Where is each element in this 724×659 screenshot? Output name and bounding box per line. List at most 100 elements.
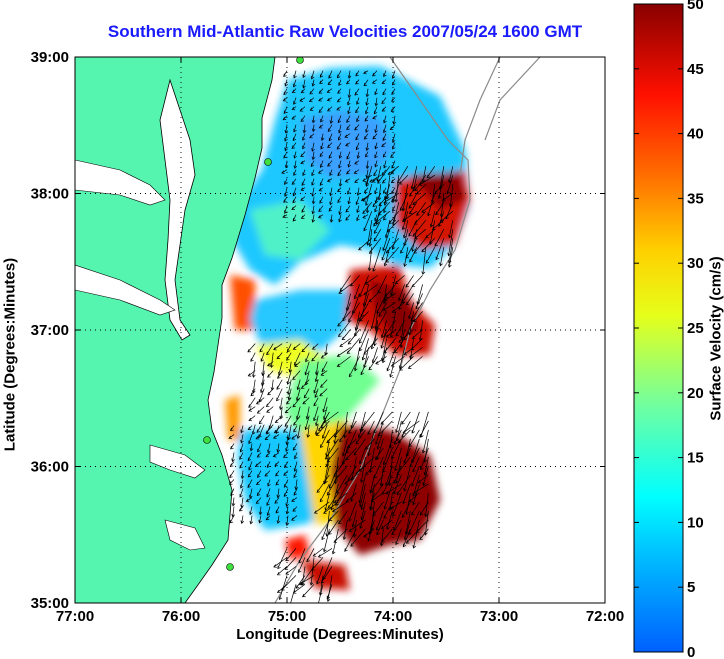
velocity-arrowhead [372, 268, 376, 272]
velocity-arrowhead [321, 368, 326, 373]
velocity-vector [365, 465, 375, 475]
velocity-arrowhead [333, 539, 338, 543]
velocity-arrowhead [320, 145, 324, 150]
velocity-vector [319, 483, 330, 502]
velocity-vector [313, 406, 319, 421]
velocity-vector [328, 465, 339, 489]
velocity-arrowhead [374, 208, 378, 213]
velocity-vector [378, 192, 391, 206]
velocity-arrowhead [275, 472, 279, 477]
velocity-arrowhead [382, 300, 387, 305]
velocity-vector [382, 447, 393, 473]
velocity-arrowhead [283, 484, 288, 488]
velocity-arrowhead [267, 483, 271, 487]
velocity-vector [342, 438, 348, 456]
y-axis-ticks: 39:00 38:00 37:00 36:00 35:00 [31, 49, 605, 612]
velocity-vector [273, 452, 280, 457]
velocity-arrowhead [365, 174, 370, 179]
velocity-arrowhead [434, 190, 438, 194]
velocity-arrowhead [320, 355, 325, 359]
velocity-arrowhead [421, 248, 425, 253]
velocity-arrowhead [319, 498, 324, 503]
velocity-vector [383, 115, 387, 123]
velocity-arrowhead [374, 190, 378, 195]
velocity-arrowhead [339, 438, 343, 442]
velocity-arrowhead [319, 384, 324, 388]
velocity-arrowhead [275, 481, 280, 486]
velocity-arrowhead [392, 198, 396, 202]
velocity-arrowhead [408, 205, 413, 209]
velocity-vector [293, 70, 297, 78]
velocity-vector [311, 70, 315, 79]
velocity-vector [301, 343, 310, 352]
velocity-vector [298, 557, 306, 573]
velocity-arrowhead [424, 513, 428, 518]
velocity-vector [293, 425, 298, 433]
velocity-vector [252, 379, 256, 394]
velocity-arrowhead [394, 349, 398, 354]
velocity-arrowhead [392, 75, 396, 79]
velocity-arrowhead [324, 352, 328, 356]
velocity-arrowhead [418, 182, 423, 186]
velocity-vector [302, 584, 315, 597]
velocity-vector [416, 201, 427, 216]
velocity-arrowhead [327, 128, 332, 132]
velocity-vector [396, 474, 411, 495]
velocity-vector [283, 479, 289, 488]
velocity-vector [355, 196, 360, 205]
velocity-arrowhead [364, 118, 369, 122]
velocity-arrowhead [403, 459, 407, 464]
velocity-vector [302, 133, 306, 141]
colorbar-tick-label: 25 [687, 320, 704, 337]
velocity-arrowhead [367, 452, 371, 457]
velocity-vector [413, 519, 420, 549]
velocity-arrowhead [415, 305, 419, 310]
velocity-arrowhead [284, 423, 289, 427]
velocity-arrowhead [351, 523, 356, 528]
velocity-arrowhead [324, 456, 329, 460]
velocity-arrowhead [412, 187, 416, 192]
velocity-vector [354, 88, 360, 96]
velocity-arrowhead [399, 344, 404, 349]
velocity-arrowhead [248, 440, 252, 445]
velocity-arrowhead [283, 73, 287, 77]
velocity-vector [383, 160, 387, 168]
velocity-vector [256, 397, 265, 405]
velocity-arrowhead [365, 129, 369, 133]
velocity-arrowhead [336, 74, 341, 79]
velocity-vector [285, 548, 297, 561]
velocity-vector [409, 447, 420, 468]
velocity-arrowhead [409, 354, 413, 358]
velocity-vector [276, 379, 283, 390]
velocity-vector [284, 79, 288, 87]
velocity-arrowhead [292, 137, 297, 142]
velocity-arrowhead [337, 323, 341, 327]
velocity-vector [406, 293, 414, 305]
velocity-vector [393, 510, 402, 531]
velocity-arrowhead [360, 479, 364, 483]
velocity-vector [312, 187, 315, 197]
velocity-vector [434, 183, 445, 194]
velocity-arrowhead [365, 209, 370, 214]
velocity-arrowhead [403, 487, 407, 492]
velocity-arrowhead [408, 233, 412, 237]
velocity-arrowhead [247, 484, 251, 488]
velocity-arrowhead [365, 93, 370, 98]
velocity-arrowhead [398, 365, 403, 369]
velocity-vector [412, 219, 427, 237]
velocity-arrowhead [379, 542, 384, 547]
velocity-vector [382, 133, 387, 141]
velocity-arrowhead [286, 348, 291, 353]
velocity-arrowhead [306, 558, 310, 563]
velocity-vector [376, 510, 384, 531]
velocity-vector [267, 479, 271, 487]
velocity-arrowhead [229, 519, 234, 524]
velocity-vector [365, 438, 375, 450]
velocity-arrowhead [295, 585, 300, 589]
velocity-vector [381, 528, 393, 543]
velocity-vector [396, 456, 402, 484]
velocity-arrowhead [363, 82, 368, 87]
velocity-vector [442, 192, 454, 201]
velocity-arrowhead [377, 180, 381, 184]
velocity-vector [367, 420, 375, 435]
